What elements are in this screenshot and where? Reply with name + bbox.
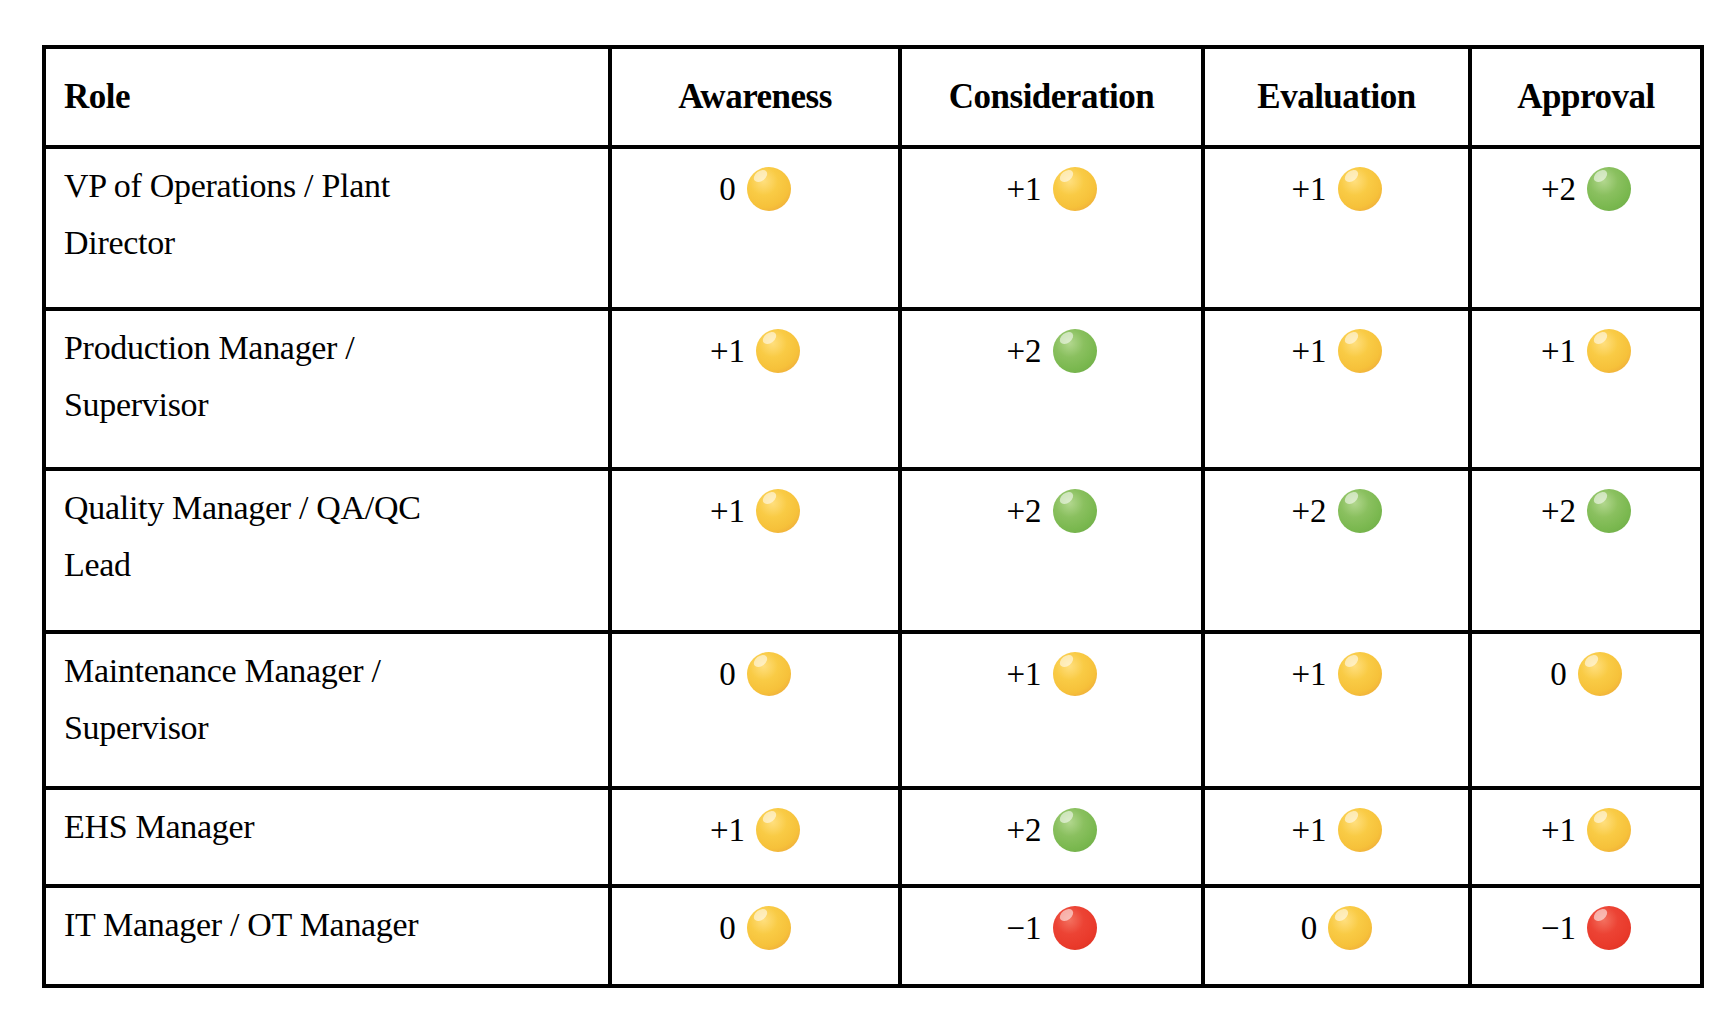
status-dot-icon [1587, 489, 1631, 533]
status-dot-icon [1328, 906, 1372, 950]
status-dot-icon [1053, 167, 1097, 211]
status-dot-icon [1053, 489, 1097, 533]
status-dot-icon [1587, 329, 1631, 373]
score-cell: +2 [1470, 147, 1702, 309]
role-cell: VP of Operations / Plant Director [44, 147, 610, 309]
score-value: 0 [719, 165, 736, 213]
score-cell: +2 [1203, 469, 1470, 632]
status-dot-icon [1053, 652, 1097, 696]
score-cell: −1 [900, 886, 1203, 986]
score-cell: +1 [610, 309, 900, 469]
table-row: EHS Manager +1 +2 +1 +1 [44, 788, 1702, 886]
column-header-role: Role [44, 47, 610, 147]
table-row: Production Manager / Supervisor +1 +2 +1… [44, 309, 1702, 469]
score-cell: +1 [610, 788, 900, 886]
score-value: +1 [1291, 806, 1326, 854]
score-cell: +1 [1203, 788, 1470, 886]
score-value: +2 [1006, 487, 1041, 535]
score-cell: +1 [900, 632, 1203, 788]
score-value: +1 [710, 806, 745, 854]
status-dot-icon [1587, 906, 1631, 950]
score-value: +1 [1291, 327, 1326, 375]
score-value: +1 [1541, 806, 1576, 854]
status-dot-icon [747, 652, 791, 696]
score-cell: 0 [1203, 886, 1470, 986]
status-dot-icon [747, 167, 791, 211]
score-value: +2 [1006, 806, 1041, 854]
score-value: +2 [1291, 487, 1326, 535]
score-cell: +1 [1470, 788, 1702, 886]
score-cell: +1 [1203, 632, 1470, 788]
score-value: 0 [719, 650, 736, 698]
status-dot-icon [756, 329, 800, 373]
table-row: IT Manager / OT Manager 0 −1 0 −1 [44, 886, 1702, 986]
score-value: 0 [1301, 904, 1318, 952]
status-dot-icon [1587, 808, 1631, 852]
score-cell: +1 [1203, 147, 1470, 309]
role-cell: Production Manager / Supervisor [44, 309, 610, 469]
score-value: +1 [1291, 650, 1326, 698]
stakeholder-stage-score-table: Role Awareness Consideration Evaluation … [42, 45, 1704, 988]
score-cell: +1 [1470, 309, 1702, 469]
score-cell: 0 [610, 147, 900, 309]
score-value: +2 [1006, 327, 1041, 375]
score-cell: +2 [1470, 469, 1702, 632]
table-row: Quality Manager / QA/QC Lead +1 +2 +2 +2 [44, 469, 1702, 632]
score-value: +1 [1006, 650, 1041, 698]
score-value: +2 [1541, 487, 1576, 535]
status-dot-icon [1578, 652, 1622, 696]
column-header-evaluation: Evaluation [1203, 47, 1470, 147]
column-header-awareness: Awareness [610, 47, 900, 147]
score-value: 0 [719, 904, 736, 952]
score-cell: 0 [610, 886, 900, 986]
score-value: +1 [1541, 327, 1576, 375]
role-cell: Maintenance Manager / Supervisor [44, 632, 610, 788]
score-cell: +2 [900, 469, 1203, 632]
status-dot-icon [1338, 652, 1382, 696]
score-cell: 0 [1470, 632, 1702, 788]
column-header-approval: Approval [1470, 47, 1702, 147]
table-row: VP of Operations / Plant Director 0 +1 +… [44, 147, 1702, 309]
role-cell: Quality Manager / QA/QC Lead [44, 469, 610, 632]
score-value: 0 [1550, 650, 1567, 698]
status-dot-icon [1053, 808, 1097, 852]
score-cell: +1 [1203, 309, 1470, 469]
status-dot-icon [756, 808, 800, 852]
score-value: +1 [710, 327, 745, 375]
status-dot-icon [756, 489, 800, 533]
status-dot-icon [747, 906, 791, 950]
score-cell: +1 [610, 469, 900, 632]
status-dot-icon [1338, 167, 1382, 211]
score-value: +1 [1006, 165, 1041, 213]
score-cell: +2 [900, 788, 1203, 886]
role-cell: IT Manager / OT Manager [44, 886, 610, 986]
status-dot-icon [1053, 906, 1097, 950]
status-dot-icon [1338, 489, 1382, 533]
score-cell: 0 [610, 632, 900, 788]
score-value: −1 [1006, 904, 1041, 952]
table-row: Maintenance Manager / Supervisor 0 +1 +1… [44, 632, 1702, 788]
status-dot-icon [1338, 329, 1382, 373]
score-cell: +1 [900, 147, 1203, 309]
status-dot-icon [1587, 167, 1631, 211]
score-value: +2 [1541, 165, 1576, 213]
status-dot-icon [1053, 329, 1097, 373]
header-row: Role Awareness Consideration Evaluation … [44, 47, 1702, 147]
role-cell: EHS Manager [44, 788, 610, 886]
score-value: +1 [1291, 165, 1326, 213]
score-cell: +2 [900, 309, 1203, 469]
column-header-consideration: Consideration [900, 47, 1203, 147]
score-value: +1 [710, 487, 745, 535]
score-cell: −1 [1470, 886, 1702, 986]
status-dot-icon [1338, 808, 1382, 852]
score-value: −1 [1541, 904, 1576, 952]
